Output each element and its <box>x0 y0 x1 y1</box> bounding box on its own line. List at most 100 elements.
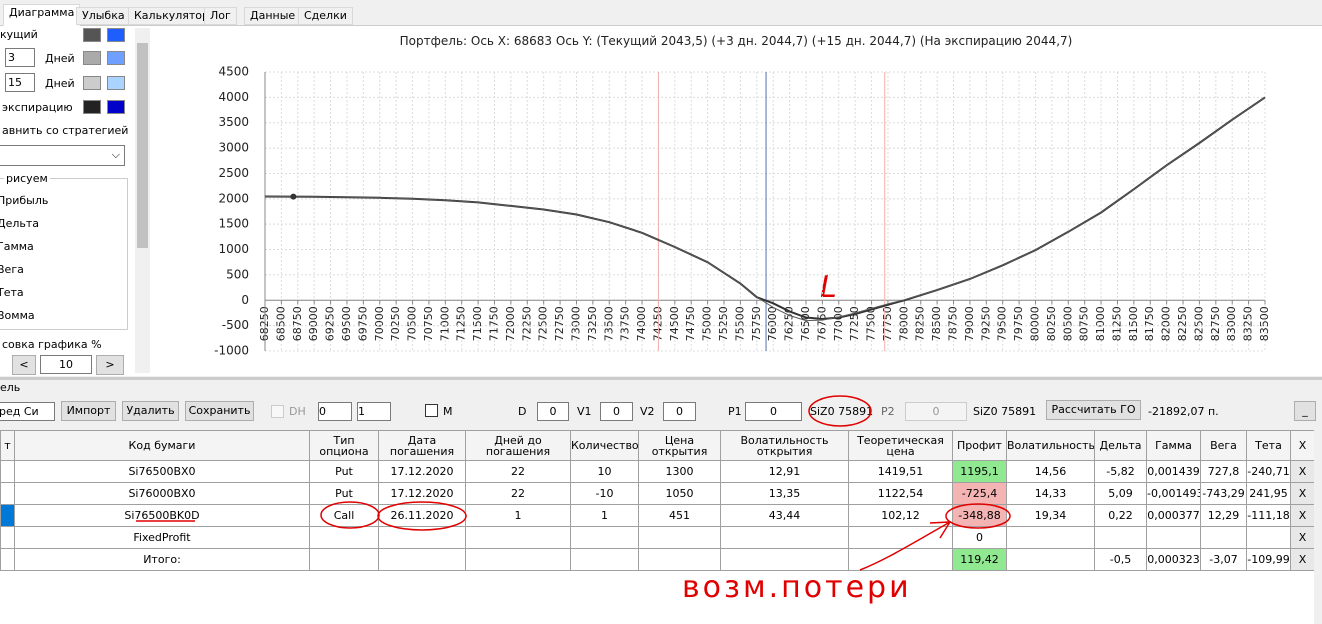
column-header[interactable]: т <box>0 430 15 461</box>
label: авнить со стратегией <box>2 124 129 137</box>
draw-option[interactable]: Гамма <box>0 240 34 253</box>
x-tick-label: 71000 <box>438 306 451 341</box>
cell <box>378 548 466 571</box>
checkbox[interactable] <box>425 404 438 417</box>
save-button[interactable]: Сохранить <box>185 401 254 421</box>
scale-prev[interactable]: < <box>12 355 36 375</box>
table-row[interactable]: Итого: 119,42 -0,5 0,000323 -3,07 -109,99 X <box>0 548 1315 571</box>
cell: Si76000BX0 <box>14 482 310 505</box>
cell: 22 <box>465 460 571 483</box>
x-tick-label: 80500 <box>1061 306 1074 341</box>
x-tick-label: 78250 <box>914 306 927 341</box>
group-box <box>0 178 128 330</box>
spin-input[interactable]: 1 <box>357 402 391 421</box>
color-swatch[interactable] <box>83 100 101 114</box>
color-swatch[interactable] <box>107 28 125 42</box>
column-header[interactable]: Профит <box>952 430 1007 461</box>
minimize-button[interactable]: _ <box>1294 401 1316 421</box>
column-header[interactable]: Код бумаги <box>14 430 310 461</box>
tab[interactable]: Данные <box>244 7 302 25</box>
strategy-dropdown[interactable]: ⌵ <box>0 145 125 166</box>
color-swatch[interactable] <box>107 100 125 114</box>
column-header[interactable]: Дней до погашения <box>465 430 571 461</box>
tab[interactable]: Сделки <box>298 7 353 25</box>
column-header[interactable]: Волатильность открытия <box>720 430 849 461</box>
cell: 13,35 <box>720 482 849 505</box>
column-header[interactable]: X <box>1290 430 1315 461</box>
scale-input[interactable]: 10 <box>40 355 92 374</box>
cell: 0 <box>952 526 1007 549</box>
x-tick-label: 77500 <box>865 306 878 341</box>
x-tick-label: 72500 <box>537 306 550 341</box>
column-header[interactable]: Тип опциона <box>309 430 379 461</box>
delete-cell[interactable]: X <box>1290 526 1315 549</box>
delete-button[interactable]: Удалить <box>122 401 179 421</box>
import-button[interactable]: Импорт <box>61 401 116 421</box>
y-tick-label: 500 <box>226 267 249 281</box>
spin-input[interactable]: 0 <box>318 402 352 421</box>
checkbox[interactable] <box>271 405 284 418</box>
table-row[interactable]: Si76000BX0 Put 17.12.2020 22 -10 1050 13,35 112… <box>0 482 1315 505</box>
draw-option[interactable]: Тета <box>0 286 24 299</box>
color-swatch[interactable] <box>83 76 101 90</box>
table-row[interactable]: Si76500BK0D Call 26.11.2020 1 1 451 43,44 102,1… <box>0 504 1315 527</box>
x-tick-label: 71500 <box>471 306 484 341</box>
color-swatch[interactable] <box>107 51 125 65</box>
instrument-label: SiZ0 75891 <box>973 405 1037 418</box>
draw-option[interactable]: Дельта <box>0 217 40 230</box>
cell: 12,29 <box>1200 504 1247 527</box>
delete-cell[interactable]: X <box>1290 548 1315 571</box>
scale-next[interactable]: > <box>96 355 124 375</box>
table-row[interactable]: Si76500BX0 Put 17.12.2020 22 10 1300 12,91 1419… <box>0 460 1315 483</box>
draw-option[interactable]: Вомма <box>0 309 35 322</box>
cell <box>1006 526 1095 549</box>
x-tick-label: 83250 <box>1242 306 1255 341</box>
cell: 43,44 <box>720 504 849 527</box>
column-header[interactable]: Тета <box>1246 430 1291 461</box>
x-tick-label: 83500 <box>1258 306 1271 341</box>
input[interactable]: 0 <box>905 402 967 421</box>
column-header[interactable]: Количество <box>570 430 639 461</box>
label: кущий <box>0 28 38 41</box>
column-header[interactable]: Гамма <box>1146 430 1201 461</box>
delete-cell[interactable]: X <box>1290 504 1315 527</box>
splitter[interactable] <box>0 377 1322 380</box>
column-header[interactable]: Вега <box>1200 430 1247 461</box>
cell: -111,18 <box>1246 504 1291 527</box>
y-tick-label: 2500 <box>218 166 249 180</box>
column-header[interactable]: Цена открытия <box>638 430 721 461</box>
draw-option[interactable]: Вега <box>0 263 24 276</box>
color-swatch[interactable] <box>83 51 101 65</box>
cell: FixedProfit <box>14 526 310 549</box>
delete-cell[interactable]: X <box>1290 482 1315 505</box>
x-tick-label: 73000 <box>569 306 582 341</box>
cell <box>0 548 15 571</box>
table-row[interactable]: FixedProfit 0 X <box>0 526 1315 549</box>
cell: -240,71 <box>1246 460 1291 483</box>
tab[interactable]: Калькулятор <box>128 7 215 25</box>
strategy-select[interactable]: ред Си <box>0 402 55 421</box>
draw-option[interactable]: Прибыль <box>0 194 49 207</box>
column-header[interactable]: Дельта <box>1094 430 1147 461</box>
days-input[interactable]: 15 <box>5 73 35 92</box>
x-tick-label: 81000 <box>1094 306 1107 341</box>
column-header[interactable]: Волатильность <box>1006 430 1095 461</box>
positions-table: т Код бумаги Тип опциона Дата погашения Дней… <box>0 430 1315 571</box>
days-input[interactable]: 3 <box>5 48 35 67</box>
input[interactable]: 0 <box>663 402 696 421</box>
y-tick-label: 1000 <box>218 242 249 256</box>
cell: -743,29 <box>1200 482 1247 505</box>
input[interactable]: 0 <box>537 402 569 421</box>
calculate-button[interactable]: Рассчитать ГО <box>1046 400 1141 420</box>
column-header[interactable]: Теоретическая цена <box>848 430 953 461</box>
column-header[interactable]: Дата погашения <box>378 430 466 461</box>
color-swatch[interactable] <box>83 28 101 42</box>
tab[interactable]: Лог <box>204 7 237 25</box>
cell: 14,33 <box>1006 482 1095 505</box>
delete-cell[interactable]: X <box>1290 460 1315 483</box>
input[interactable]: 0 <box>600 402 633 421</box>
input[interactable]: 0 <box>745 402 802 421</box>
scrollbar[interactable] <box>135 28 150 373</box>
x-tick-label: 70750 <box>422 306 435 341</box>
color-swatch[interactable] <box>107 76 125 90</box>
